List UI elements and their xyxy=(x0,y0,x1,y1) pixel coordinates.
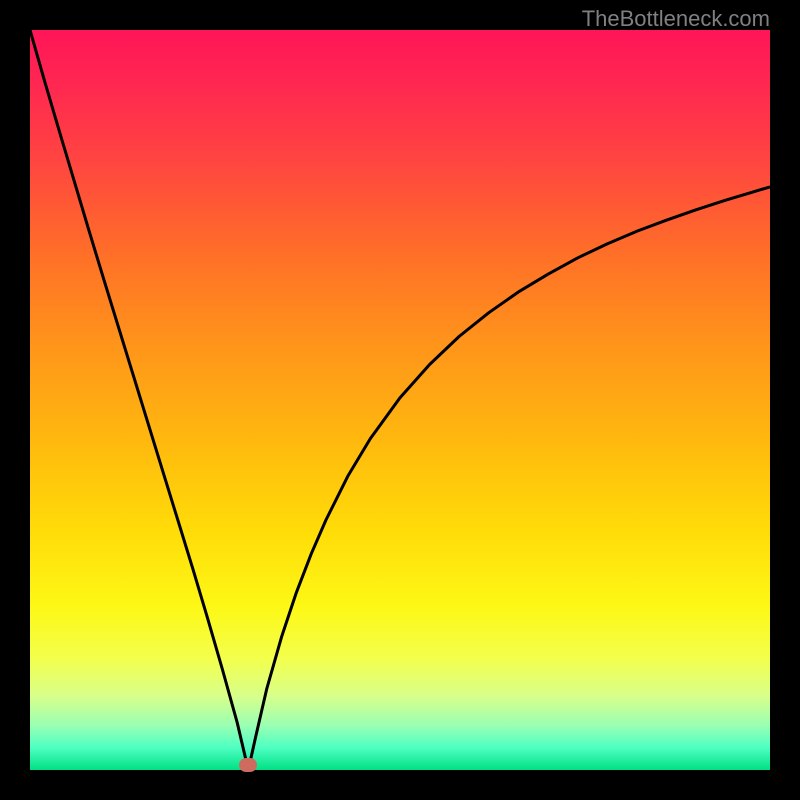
plot-area xyxy=(30,30,770,770)
bottleneck-curve xyxy=(30,30,770,770)
watermark-text: TheBottleneck.com xyxy=(582,6,770,32)
minimum-marker xyxy=(239,758,257,772)
chart-frame: TheBottleneck.com xyxy=(0,0,800,800)
